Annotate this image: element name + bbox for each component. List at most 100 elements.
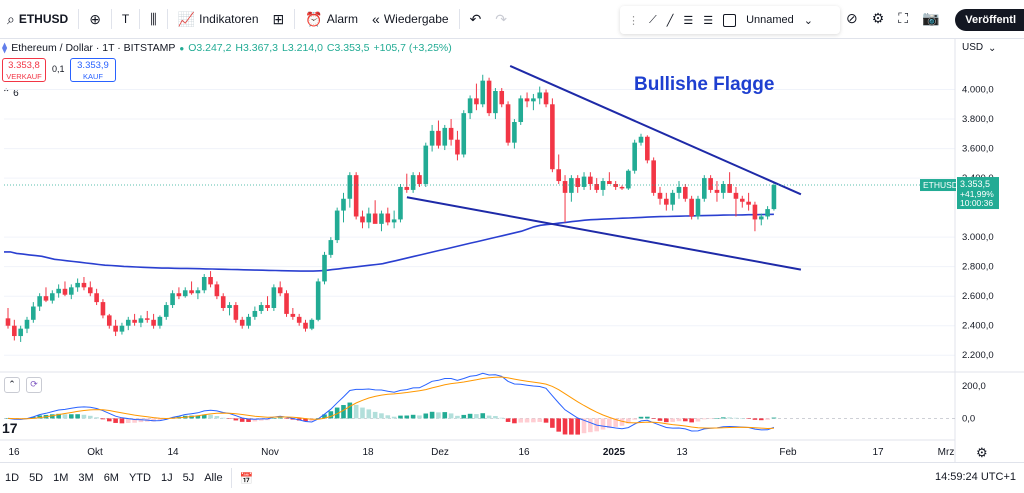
macd-bar (417, 415, 422, 419)
time-tick-label: Okt (87, 447, 103, 458)
last-price-badge (957, 177, 999, 210)
series-title: Ethereum / Dollar · 1T · BITSTAMP (11, 42, 176, 54)
macd-bar (720, 417, 726, 419)
macd-line (7, 372, 775, 432)
macd-bar (252, 418, 258, 422)
templates-button[interactable]: ⊞ (266, 0, 292, 38)
candle-body (372, 213, 378, 224)
zoom-icon[interactable]: ⊘ (846, 10, 858, 26)
macd-bar (258, 418, 264, 421)
macd-bar (265, 418, 270, 421)
replay-label: Wiedergabe (383, 12, 449, 26)
macd-bar (233, 418, 239, 421)
compare-button[interactable]: ⊕ (82, 0, 108, 38)
alert-button[interactable]: ⏰ Alarm (298, 0, 365, 38)
calendar-icon[interactable]: 📅 (239, 472, 254, 485)
replay-button[interactable]: « Wiedergabe (365, 0, 456, 38)
publish-button[interactable]: Veröffentl (955, 9, 1024, 31)
line-tool-icon[interactable]: ╱ (666, 14, 674, 27)
macd-bar (246, 418, 251, 422)
indicators-button[interactable]: 📈 Indikatoren (171, 0, 266, 38)
settings-lines-icon-2[interactable]: ☰ (703, 14, 714, 27)
settings-gear-icon[interactable]: ⚙ (976, 445, 988, 460)
undo-button[interactable]: ↶ (463, 0, 489, 38)
macd-bar (372, 411, 378, 419)
macd-bar (360, 407, 365, 419)
candle-body (588, 176, 593, 184)
chart-type-button[interactable]: ⫼ (143, 0, 163, 38)
settings-gear-icon[interactable]: ⚙ (871, 10, 885, 26)
interval-button[interactable]: T (115, 0, 136, 38)
price-tick-label: 3.600,0 (962, 144, 994, 155)
candle-body (410, 175, 416, 190)
macd-bar (429, 411, 435, 419)
sell-label: VERKAUF (6, 72, 42, 81)
range-1j[interactable]: 1J (160, 472, 173, 484)
currency-selector[interactable]: USD (962, 42, 983, 53)
range-1m[interactable]: 1M (53, 472, 69, 484)
redo-button[interactable]: ↷ (488, 0, 514, 38)
spread-value: 0,1 (52, 64, 65, 74)
candle-body (189, 290, 194, 294)
chevron-down-icon[interactable]: ⌄ (988, 43, 997, 54)
macd-bar (537, 418, 543, 422)
chart-area[interactable]: 4.000,0 3.800,0 3.600,0 3.400,0 3.000,0 2.800… (0, 0, 1024, 462)
drag-handle-icon[interactable]: ⋮ (628, 14, 639, 27)
range-5j[interactable]: 5J (182, 472, 195, 484)
price-tick-label: 4.000,0 (962, 85, 994, 96)
layout-name[interactable]: Unnamed (746, 14, 794, 26)
symbol-label: ETHUSD (18, 12, 69, 26)
macd-bar (18, 418, 23, 420)
range-ytd[interactable]: YTD (128, 472, 151, 484)
macd-bar (334, 407, 340, 419)
price-tick-label: 3.400,0 (962, 173, 994, 184)
moving-average-line (4, 213, 774, 272)
camera-icon[interactable]: 📷 (922, 10, 940, 26)
macd-bar (550, 418, 555, 428)
indicators-label: Indikatoren (199, 12, 259, 26)
candle-body (315, 281, 321, 320)
indicator-toggle[interactable]: ⌃ 6 (2, 88, 19, 99)
macd-bar (474, 414, 479, 419)
macd-bar (201, 414, 207, 419)
candle-body (543, 92, 549, 105)
range-1d[interactable]: 1D (5, 472, 20, 484)
symbol-search[interactable]: ⌕ ETHUSD (0, 0, 75, 38)
top-toolbar: ⌕ ETHUSD ⊕ T ⫼ 📈 Indikatoren ⊞ ⏰ Alarm «… (0, 0, 1024, 39)
candle-body (702, 178, 707, 199)
candle-body (252, 310, 258, 317)
range-6m[interactable]: 6M (103, 472, 119, 484)
macd-bar (43, 414, 49, 419)
macd-bar (322, 414, 327, 419)
settings-lines-icon[interactable]: ☰ (683, 14, 694, 27)
range-3m[interactable]: 3M (78, 472, 94, 484)
macd-tick-label: 0,0 (962, 413, 975, 424)
macd-bar (151, 418, 156, 422)
fullscreen-icon[interactable]: ⛶ (898, 10, 909, 26)
candle-body (499, 91, 505, 105)
candle-body (518, 98, 524, 122)
candle-body (391, 219, 397, 223)
grid-icon: ⊞ (272, 10, 285, 27)
sell-button[interactable]: 3.353,8 VERKAUF (2, 58, 46, 82)
chevron-up-icon[interactable]: ⌃ (4, 377, 20, 393)
candle-body (448, 127, 454, 140)
trendline-tool-icon[interactable]: ⟋ (649, 13, 657, 26)
macd-bar (189, 415, 194, 419)
macd-bar (752, 418, 758, 420)
range-5d[interactable]: 5D (29, 472, 44, 484)
candle-body (714, 189, 720, 193)
buy-button[interactable]: 3.353,9 KAUF (70, 58, 116, 82)
macd-bar (391, 416, 397, 419)
checkbox[interactable] (723, 13, 737, 27)
refresh-icon[interactable]: ⟳ (26, 377, 42, 393)
macd-bar (220, 417, 226, 419)
macd-bar (176, 416, 182, 419)
macd-bar (467, 413, 473, 419)
chevron-down-icon[interactable]: ⌄ (803, 14, 813, 27)
time-tick-label: Mrz (938, 447, 955, 458)
candle-body (657, 192, 663, 199)
macd-bar (651, 418, 656, 419)
candle-body (113, 325, 118, 332)
range-alle[interactable]: Alle (204, 472, 223, 484)
